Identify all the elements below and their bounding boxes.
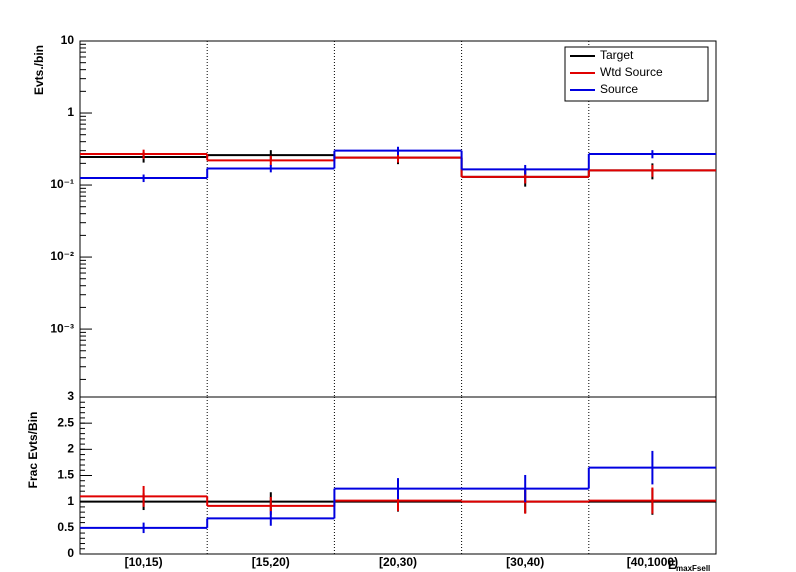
y-tick-label: 1 <box>67 105 74 119</box>
legend-label: Wtd Source <box>600 65 663 79</box>
x-label-main: E <box>668 558 676 572</box>
x-tick-label: [20,30) <box>379 555 417 569</box>
y-tick-label: 3 <box>67 389 74 403</box>
x-axis-label: EmaxFsell <box>668 558 710 572</box>
y-tick-label: 10⁻¹ <box>50 177 74 191</box>
y-axis-label: Evts./bin <box>32 45 46 95</box>
y-tick-label: 10⁻² <box>50 249 74 263</box>
x-tick-label: [30,40) <box>506 555 544 569</box>
y-tick-label: 10⁻³ <box>50 321 74 335</box>
x-tick-label: [15,20) <box>252 555 290 569</box>
y-tick-label: 0 <box>67 546 74 560</box>
y-axis-label: Frac Evts/Bin <box>26 412 40 489</box>
legend-label: Source <box>600 82 638 96</box>
y-tick-label: 1 <box>67 494 74 508</box>
y-tick-label: 10 <box>61 33 75 47</box>
plot-frame <box>79 396 717 555</box>
legend: Target Wtd Source Source <box>564 46 709 102</box>
y-tick-label: 1.5 <box>57 468 74 482</box>
y-tick-label: 2.5 <box>57 415 74 429</box>
x-tick-label: [40,1000) <box>627 555 678 569</box>
x-tick-label: [10,15) <box>125 555 163 569</box>
y-tick-label: 0.5 <box>57 520 74 534</box>
x-label-sub: maxFsell <box>676 564 710 572</box>
legend-label: Target <box>600 48 634 62</box>
y-tick-label: 2 <box>67 442 74 456</box>
